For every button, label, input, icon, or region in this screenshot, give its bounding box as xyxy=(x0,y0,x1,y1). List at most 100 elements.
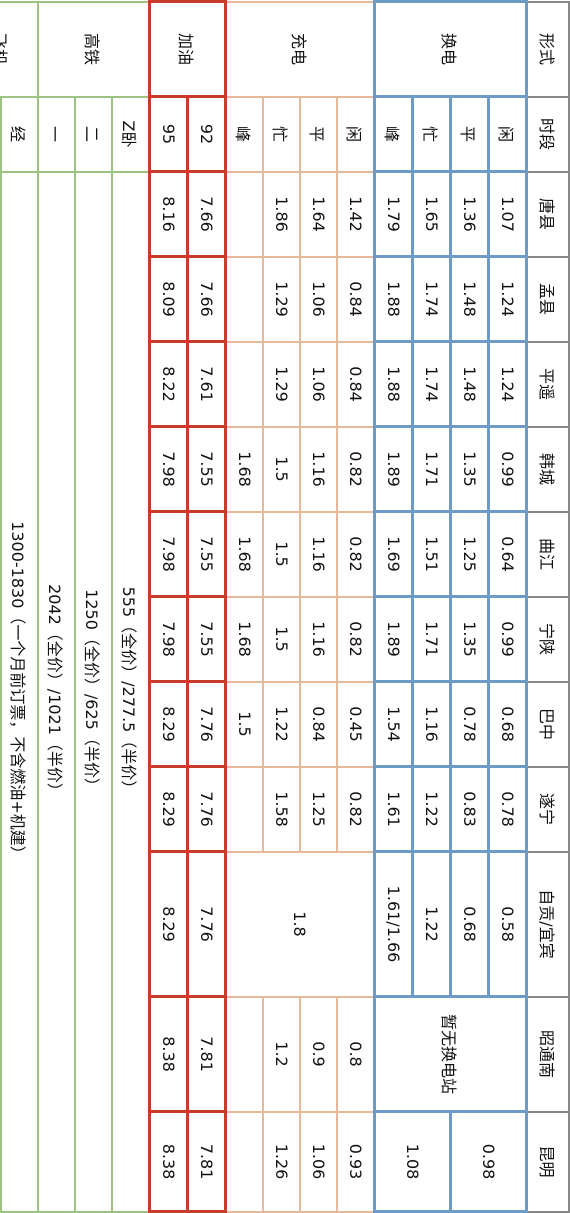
value-cell: 0.83 xyxy=(450,766,489,852)
value-cell: 0.82 xyxy=(337,511,375,597)
value-cell: 1.48 xyxy=(450,341,489,427)
header-cell: 自贡/宜宾 xyxy=(526,851,569,997)
value-cell: 0.99 xyxy=(488,426,527,512)
period-cell: 忙 xyxy=(263,96,300,172)
period-cell: 95 xyxy=(149,96,188,172)
group-label: 充电 xyxy=(225,1,375,97)
header-cell: 平遥 xyxy=(526,341,569,427)
value-cell: 1.88 xyxy=(374,341,413,427)
value-cell: 8.29 xyxy=(149,851,188,997)
value-cell: 1.22 xyxy=(412,851,451,997)
value-cell: 1300-1830（一个月前订票，不含燃油+机建） xyxy=(1,171,38,1212)
value-cell: 0.82 xyxy=(337,426,375,512)
value-cell: 0.93 xyxy=(337,1111,375,1212)
period-cell: Z卧 xyxy=(112,96,150,172)
value-cell: 1.5 xyxy=(263,596,300,682)
table-row: 加油 92 7.66 7.66 7.61 7.55 7.55 7.55 7.76 7.76 7.76… xyxy=(149,1,226,1212)
value-cell: 1.29 xyxy=(263,341,300,427)
period-cell: 峰 xyxy=(374,96,413,172)
period-cell: 平 xyxy=(300,96,337,172)
value-cell: 约 4000（不含燃油+机建） xyxy=(0,171,1,1212)
header-cell: 昭通南 xyxy=(526,996,569,1112)
value-cell: 1.51 xyxy=(412,511,451,597)
value-cell: 0.84 xyxy=(300,681,337,767)
value-cell: 0.98 xyxy=(450,1111,527,1212)
value-cell: 1.16 xyxy=(300,596,337,682)
table-row: 飞机经 1300-1830（一个月前订票，不含燃油+机建） xyxy=(0,1,38,1212)
value-cell xyxy=(225,341,263,427)
value-cell: 1.16 xyxy=(412,681,451,767)
header-cell: 遂宁 xyxy=(526,766,569,852)
table-row: 公约 4000（不含燃油+机建） xyxy=(0,2,1,1212)
value-cell: 0.9 xyxy=(300,996,337,1112)
table-row: 充电闲 1.42 0.84 0.84 0.82 0.82 0.82 0.45 0.82 1.8 0.… xyxy=(225,1,375,1212)
value-cell: 7.98 xyxy=(149,596,188,682)
value-cell: 0.64 xyxy=(488,511,527,597)
table-row: 二 1250（全价）/625（半价） xyxy=(75,2,112,1212)
period-cell: 92 xyxy=(187,96,226,172)
value-cell: 1.71 xyxy=(412,426,451,512)
value-cell: 0.99 xyxy=(488,596,527,682)
value-cell: 1.89 xyxy=(374,596,413,682)
value-cell: 1.5 xyxy=(263,511,300,597)
group-label: 加油 xyxy=(149,1,226,97)
value-cell: 1.48 xyxy=(450,256,489,342)
period-cell: 忙 xyxy=(412,96,451,172)
table-row: 一 2042（全价）/1021（半价） xyxy=(38,2,75,1212)
value-cell: 0.68 xyxy=(450,851,489,997)
value-cell: 1.42 xyxy=(337,171,375,257)
value-cell: 1.22 xyxy=(412,766,451,852)
value-cell: 8.29 xyxy=(149,766,188,852)
header-row: 形式 时段 唐县 孟县 平遥 韩城 曲江 宁陕 巴中 遂宁 自贡/宜宾 昭通南 昆明 xyxy=(526,1,569,1212)
header-cell: 形式 xyxy=(526,1,569,97)
value-cell: 555（全价）/277.5（半价） xyxy=(112,171,150,1212)
value-cell xyxy=(225,996,263,1112)
value-cell: 1.88 xyxy=(374,256,413,342)
value-cell: 7.81 xyxy=(187,1111,226,1212)
header-cell: 巴中 xyxy=(526,681,569,767)
value-cell: 0.84 xyxy=(337,341,375,427)
value-cell: 1.35 xyxy=(450,596,489,682)
value-cell: 1.2 xyxy=(263,996,300,1112)
table-row: 平 1.64 1.06 1.06 1.16 1.16 1.16 0.84 1.25 0.9 1.06 xyxy=(300,2,337,1212)
header-cell: 时段 xyxy=(526,96,569,172)
value-cell: 8.22 xyxy=(149,341,188,427)
value-cell: 1.89 xyxy=(374,426,413,512)
header-cell: 曲江 xyxy=(526,511,569,597)
value-cell: 1250（全价）/625（半价） xyxy=(75,171,112,1212)
value-cell: 1.16 xyxy=(300,511,337,597)
value-cell: 1.07 xyxy=(488,171,527,257)
value-cell: 1.25 xyxy=(450,511,489,597)
value-cell: 1.22 xyxy=(263,681,300,767)
value-cell: 0.8 xyxy=(337,996,375,1112)
value-cell: 1.06 xyxy=(300,256,337,342)
value-cell: 7.76 xyxy=(187,766,226,852)
value-cell: 1.61 xyxy=(374,766,413,852)
period-cell: 二 xyxy=(75,96,112,172)
value-cell: 1.61/1.66 xyxy=(374,851,413,997)
value-cell: 1.68 xyxy=(225,596,263,682)
value-cell: 0.68 xyxy=(488,681,527,767)
value-cell xyxy=(225,256,263,342)
table-row: 高铁 Z卧 555（全价）/277.5（半价） xyxy=(38,1,150,1212)
value-cell: 1.8 xyxy=(225,851,375,997)
header-cell: 孟县 xyxy=(526,256,569,342)
value-cell: 8.38 xyxy=(149,1111,188,1212)
value-cell: 7.76 xyxy=(187,681,226,767)
value-cell: 0.82 xyxy=(337,766,375,852)
group-label: 飞机 xyxy=(0,1,38,97)
value-cell: 1.25 xyxy=(300,766,337,852)
value-cell: 0.84 xyxy=(337,256,375,342)
value-cell: 0.78 xyxy=(488,766,527,852)
value-cell: 1.68 xyxy=(225,426,263,512)
value-cell: 暂无换电站 xyxy=(374,996,527,1112)
value-cell: 7.55 xyxy=(187,426,226,512)
value-cell: 1.26 xyxy=(263,1111,300,1212)
value-cell: 7.98 xyxy=(149,426,188,512)
value-cell: 1.35 xyxy=(450,426,489,512)
header-cell: 宁陕 xyxy=(526,596,569,682)
value-cell: 1.06 xyxy=(300,341,337,427)
value-cell: 1.29 xyxy=(263,256,300,342)
